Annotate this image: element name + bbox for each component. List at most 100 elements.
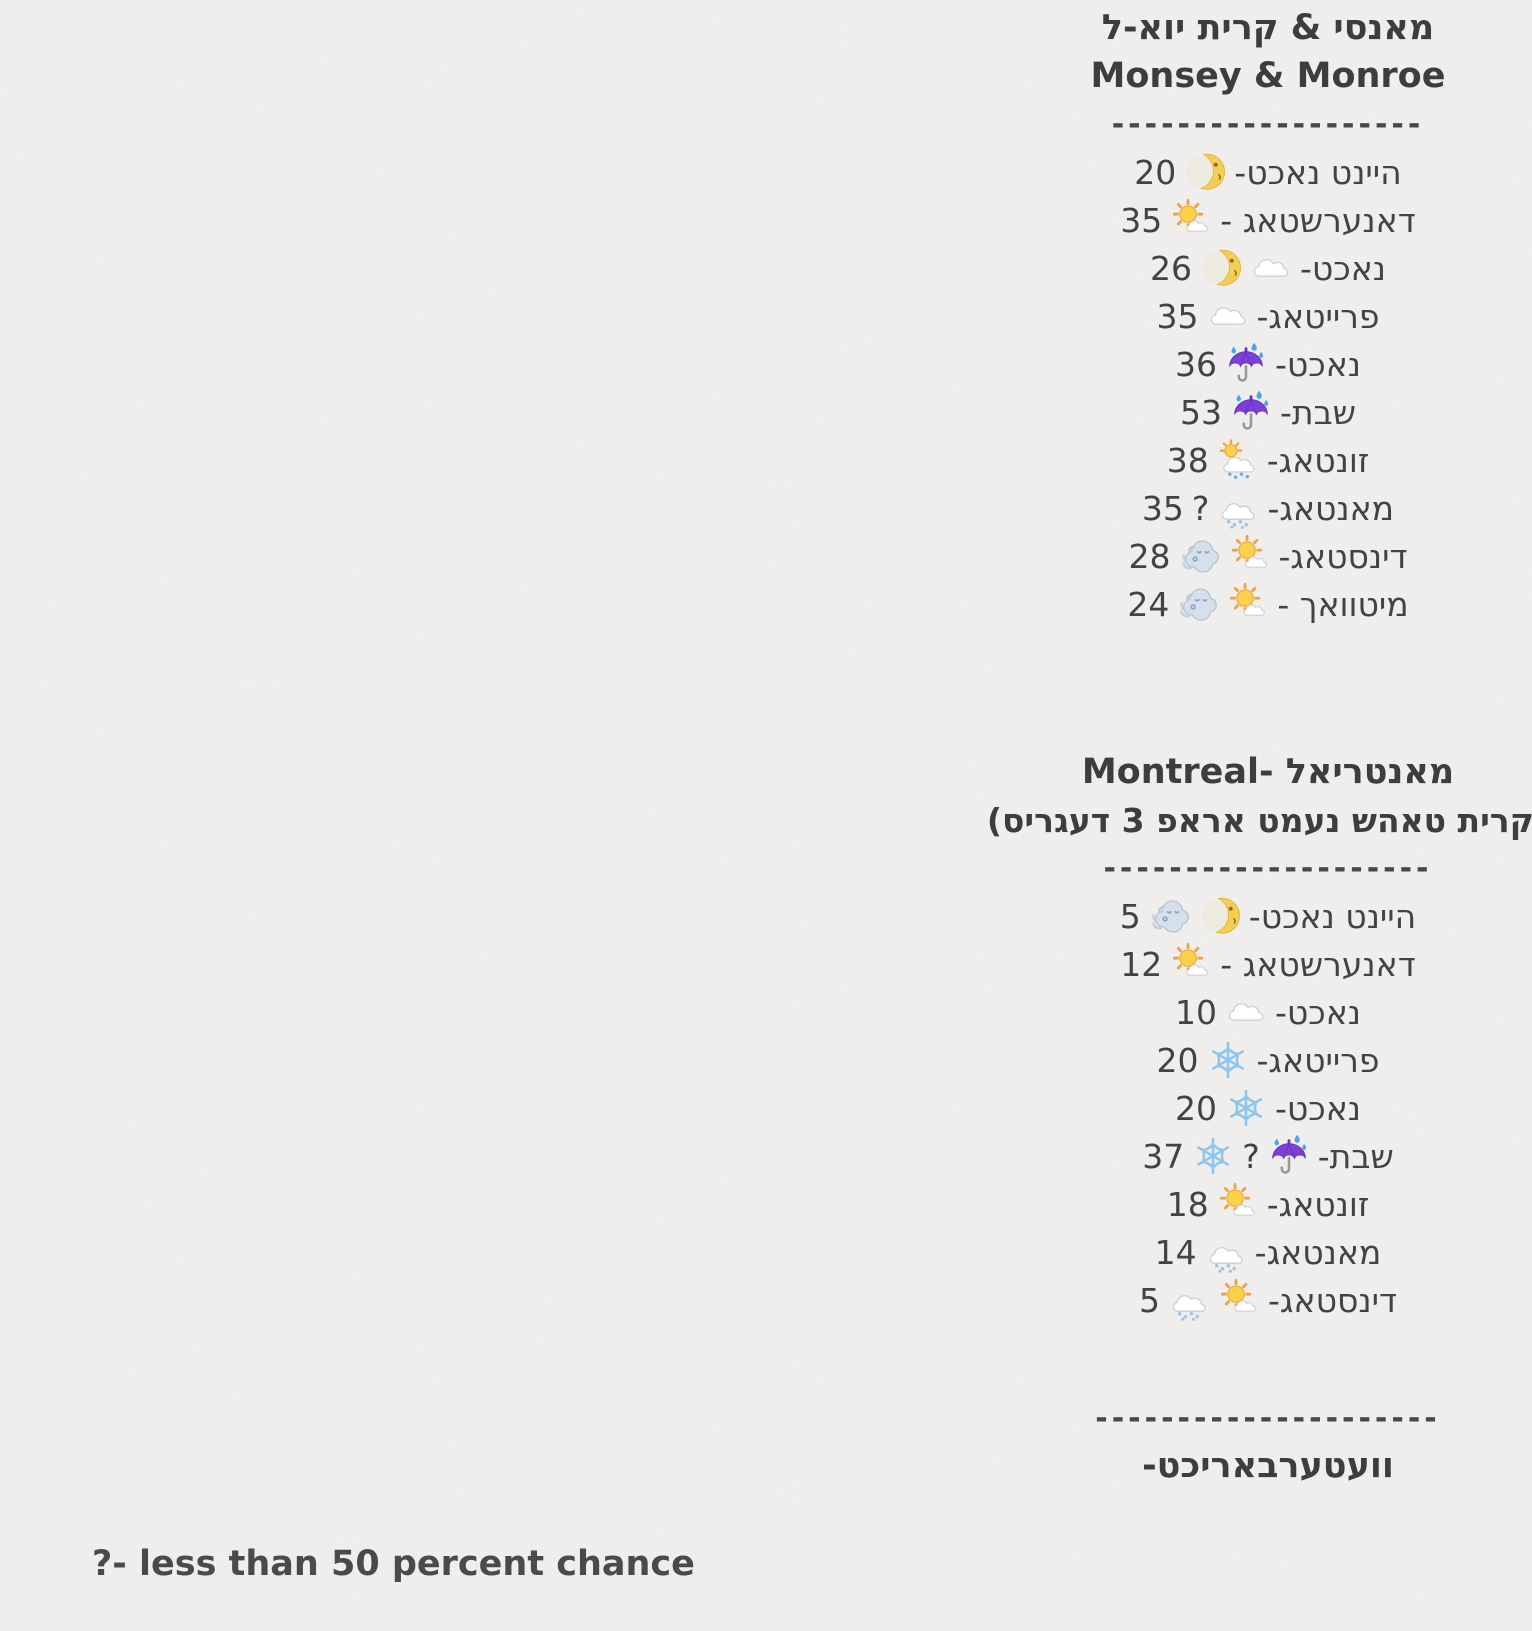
cloud-icon (1207, 295, 1249, 337)
uncertainty-qmark: ? (1242, 1136, 1260, 1176)
forecast-sections: מאנסי & קרית יוא-ל Monsey & Monroe -------… (987, 4, 1532, 1324)
day-label: היינט נאכט- (1234, 152, 1402, 192)
umbrella-rain-icon (1268, 1135, 1310, 1177)
forecast-row: דינסטאג- 5 (1038, 1276, 1498, 1324)
temperature-value: 26 (1149, 248, 1192, 288)
sun-small-cloud-icon (1170, 943, 1212, 985)
forecast-row: נאכט- 26 (1038, 244, 1498, 292)
day-label: דינסטאג- (1268, 1280, 1397, 1320)
forecast-row: היינט נאכט- 20 (1038, 148, 1498, 196)
day-label: זונטאג- (1266, 440, 1370, 480)
moon-face-icon (1184, 151, 1226, 193)
temperature-value: 5 (1119, 896, 1141, 936)
snowflake-icon (1225, 1087, 1267, 1129)
moon-face-icon (1199, 895, 1241, 937)
forecast-row: זונטאג- 38 (1038, 436, 1498, 484)
temperature-value: 28 (1128, 536, 1171, 576)
section-separator: -------------------- (1038, 844, 1498, 892)
forecast-row: נאכט- 36 (1038, 340, 1498, 388)
temperature-value: 35 (1156, 296, 1199, 336)
footer-block: --------------------- וועטערבאריכט- (1038, 1394, 1498, 1490)
snow-cloud-icon (1205, 1231, 1247, 1273)
temperature-value: 35 (1120, 200, 1163, 240)
snowflake-icon (1207, 1039, 1249, 1081)
forecast-row: דינסטאג- 28 (1038, 532, 1498, 580)
section-separator-text: ------------------- (1111, 106, 1425, 142)
wind-face-icon (1179, 535, 1221, 577)
forecast-row: נאכט- 10 (1038, 988, 1498, 1036)
temperature-value: 5 (1139, 1280, 1160, 1320)
forecast-row: פרייטאג- 35 (1038, 292, 1498, 340)
forecast-section-monsey-monroe: מאנסי & קרית יוא-ל Monsey & Monroe -------… (1038, 4, 1498, 628)
temperature-value: 20 (1134, 152, 1177, 192)
section-title-he-text: מאנטריאל -Montreal (1081, 752, 1455, 792)
day-label: דינסטאג- (1278, 536, 1408, 576)
footer-separator: --------------------- (1038, 1394, 1498, 1442)
day-label: נאכט- (1274, 992, 1362, 1032)
legend-note: ?- less than 50 percent chance (0, 1540, 1532, 1588)
wind-face-icon (1149, 895, 1191, 937)
umbrella-rain-icon (1225, 343, 1267, 385)
snow-cloud-icon (1168, 1279, 1210, 1321)
sun-small-cloud-icon (1218, 1279, 1260, 1321)
sun-small-cloud-icon (1227, 583, 1269, 625)
forecast-row: דאנערשטאג - 12 (1038, 940, 1498, 988)
section-title-he-text: מאנסי & קרית יוא-ל (1101, 8, 1435, 48)
temperature-value: 12 (1120, 944, 1163, 984)
forecast-row: נאכט- 20 (1038, 1084, 1498, 1132)
forecast-row: מאנטאג- 14 (1038, 1228, 1498, 1276)
temperature-value: 18 (1166, 1184, 1209, 1224)
wind-face-icon (1177, 583, 1219, 625)
temperature-value: 37 (1142, 1136, 1185, 1176)
temperature-value: 53 (1179, 392, 1222, 432)
day-label: נאכט- (1274, 344, 1362, 384)
day-label: מאנטאג- (1267, 488, 1395, 528)
day-label: נאכט- (1299, 248, 1387, 288)
forecast-row: דאנערשטאג - 35 (1038, 196, 1498, 244)
forecast-row: מאנטאג- ? 35 (1038, 484, 1498, 532)
day-label: שבת- (1317, 1136, 1394, 1176)
forecast-row: מיטוואך - 24 (1038, 580, 1498, 628)
footer-separator-text: --------------------- (1095, 1400, 1441, 1436)
temperature-value: 10 (1174, 992, 1217, 1032)
temperature-value: 20 (1174, 1088, 1217, 1128)
legend-text: ?- less than 50 percent chance (92, 1544, 695, 1584)
temperature-value: 35 (1141, 488, 1184, 528)
forecast-row: פרייטאג- 20 (1038, 1036, 1498, 1084)
section-title-en-text: Monsey & Monroe (1090, 56, 1446, 96)
snowflake-icon (1192, 1135, 1234, 1177)
cloud-icon (1225, 991, 1267, 1033)
section-subtitle-text: (קרית טאהש נעמט אראפ 3 דעגריס) (986, 800, 1532, 840)
section-title-en: Monsey & Monroe (1038, 52, 1498, 100)
day-label: מיטוואך - (1277, 584, 1409, 624)
moon-face-icon (1200, 247, 1242, 289)
forecast-row: שבת- 53 (1038, 388, 1498, 436)
temperature-value: 36 (1174, 344, 1217, 384)
section-title-he: מאנסי & קרית יוא-ל (1038, 4, 1498, 52)
day-label: פרייטאג- (1256, 296, 1380, 336)
temperature-value: 38 (1166, 440, 1209, 480)
uncertainty-qmark: ? (1191, 488, 1210, 528)
forecast-row: שבת- ? 37 (1038, 1132, 1498, 1180)
sun-small-cloud-icon (1217, 1183, 1259, 1225)
temperature-value: 20 (1156, 1040, 1199, 1080)
day-label: היינט נאכט- (1248, 896, 1417, 936)
day-label: זונטאג- (1266, 1184, 1370, 1224)
section-separator: ------------------- (1038, 100, 1498, 148)
umbrella-rain-icon (1230, 391, 1272, 433)
temperature-value: 14 (1154, 1232, 1197, 1272)
sun-small-cloud-icon (1229, 535, 1271, 577)
day-label: פרייטאג- (1256, 1040, 1380, 1080)
forecast-row: זונטאג- 18 (1038, 1180, 1498, 1228)
snow-cloud-icon (1217, 487, 1259, 529)
day-label: דאנערשטאג - (1220, 944, 1416, 984)
day-label: דאנערשטאג - (1220, 200, 1416, 240)
section-separator-text: -------------------- (1103, 850, 1433, 886)
sun-small-cloud-icon (1170, 199, 1212, 241)
section-subtitle: (קרית טאהש נעמט אראפ 3 דעגריס) (987, 796, 1532, 844)
day-label: נאכט- (1274, 1088, 1362, 1128)
signature-line: וועטערבאריכט- (1038, 1442, 1498, 1490)
signature-text: וועטערבאריכט- (1142, 1446, 1394, 1486)
section-title-he: מאנטריאל -Montreal (1038, 748, 1498, 796)
